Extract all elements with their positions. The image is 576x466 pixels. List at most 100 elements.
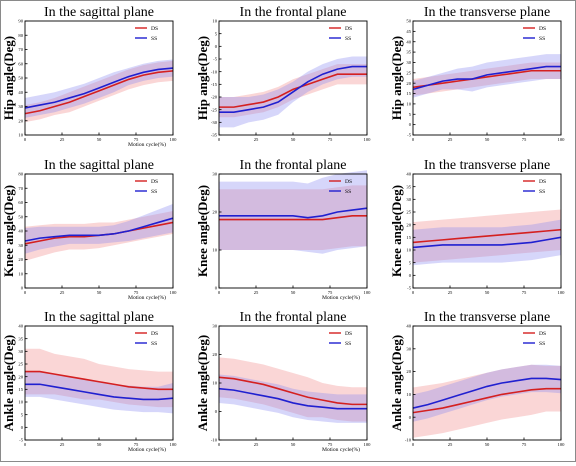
y-tick-label: 50	[18, 76, 23, 81]
x-tick-label: 0	[412, 290, 415, 295]
y-tick-label: 60	[18, 200, 23, 205]
y-tick-label: 50	[18, 214, 23, 219]
y-tick-label: 60	[18, 61, 23, 66]
series-line-ss	[412, 65, 561, 91]
series-line-ss	[218, 387, 367, 410]
y-tick-label: -20	[211, 95, 218, 100]
y-axis-label: Knee angle(Deg)	[1, 185, 16, 277]
x-axis-label: Motion cycle(%)	[128, 294, 166, 301]
x-tick-label: 75	[134, 290, 139, 295]
sd-band-ss	[413, 54, 561, 98]
y-tick-label: 30	[406, 197, 411, 202]
y-axis-label: Hip angle(Deg)	[1, 36, 16, 120]
y-tick-label: 0	[409, 273, 412, 278]
y-tick-label: 20	[406, 222, 411, 227]
series-line-ss	[412, 236, 562, 249]
y-tick-label: 40	[18, 90, 23, 95]
x-tick-label: 50	[291, 290, 296, 295]
y-tick-label: 25	[406, 70, 411, 75]
series-line-ds	[219, 215, 367, 221]
x-tick-label: 75	[522, 442, 527, 447]
y-tick-label: 10	[212, 248, 217, 253]
y-tick-label: 0	[21, 286, 24, 291]
y-tick-label: 45	[406, 29, 411, 34]
x-tick-label: 50	[485, 290, 490, 295]
x-tick-label: 75	[522, 290, 527, 295]
x-tick-label: 50	[291, 137, 296, 142]
y-tick-label: 15	[406, 91, 411, 96]
chart-title: In the sagittal plane	[44, 5, 154, 20]
x-tick-label: 100	[558, 290, 566, 295]
y-tick-label: 0	[409, 415, 412, 420]
chart-panel-2: In the frontal plane Hip angle(Deg) -35 -30…	[195, 5, 371, 142]
y-tick-label: -5	[19, 438, 24, 443]
y-tick-label: 40	[406, 172, 411, 177]
sd-band-ss	[219, 374, 367, 423]
chart-panel-9: In the transverse plane Ankle angle(Deg) -…	[389, 310, 565, 447]
y-tick-label: -35	[211, 133, 218, 138]
x-tick-label: 100	[558, 137, 566, 142]
x-tick-label: 75	[522, 137, 527, 142]
x-tick-label: 0	[412, 442, 415, 447]
y-tick-label: 5	[215, 31, 218, 36]
y-tick-label: 40	[406, 324, 411, 329]
y-tick-label: 10	[18, 271, 23, 276]
y-tick-label: 30	[18, 104, 23, 109]
y-tick-label: 0	[215, 44, 218, 49]
y-tick-label: 25	[406, 210, 411, 215]
legend-label-ss: SS	[345, 341, 351, 347]
legend-label-ds: DS	[539, 26, 546, 32]
y-tick-label: 90	[18, 19, 23, 24]
y-tick-label: 15	[406, 235, 411, 240]
sd-band-ss	[25, 371, 173, 414]
legend-label-ss: SS	[539, 341, 545, 347]
x-axis-label: Motion cycle(%)	[322, 294, 360, 301]
y-tick-label: 5	[409, 112, 412, 117]
y-tick-label: 30	[18, 243, 23, 248]
x-axis-label: Motion cycle(%)	[322, 446, 360, 453]
legend-label-ss: SS	[345, 189, 351, 195]
y-tick-label: 70	[18, 47, 23, 52]
y-tick-label: 10	[18, 400, 23, 405]
y-tick-label: -5	[407, 133, 412, 138]
legend-label-ss: SS	[151, 36, 157, 42]
y-tick-label: 10	[406, 248, 411, 253]
x-tick-label: 75	[134, 442, 139, 447]
chart-title: In the transverse plane	[424, 310, 550, 325]
y-tick-label: 20	[212, 352, 217, 357]
x-tick-label: 100	[170, 137, 178, 142]
legend-label-ds: DS	[345, 179, 352, 185]
series-line-ds	[219, 73, 367, 108]
y-axis-label: Ankle angle(Deg)	[389, 335, 404, 431]
y-tick-label: 40	[18, 229, 23, 234]
sd-band-ds	[25, 348, 173, 408]
series-line-ds	[412, 69, 561, 89]
y-tick-label: -30	[211, 120, 218, 125]
y-tick-label: 35	[406, 50, 411, 55]
y-tick-label: 35	[406, 184, 411, 189]
legend-label-ss: SS	[539, 189, 545, 195]
y-tick-label: 25	[18, 362, 23, 367]
x-tick-label: 25	[448, 137, 453, 142]
x-tick-label: 0	[218, 137, 221, 142]
x-tick-label: 0	[24, 442, 27, 447]
sd-band-ds	[413, 62, 561, 96]
y-tick-label: -10	[211, 438, 218, 443]
legend-label-ss: SS	[345, 36, 351, 42]
series-line-ss	[24, 217, 174, 242]
x-tick-label: 25	[60, 137, 65, 142]
x-tick-label: 0	[218, 442, 221, 447]
x-tick-label: 0	[412, 137, 415, 142]
x-axis-label: Motion cycle(%)	[128, 446, 166, 453]
x-tick-label: 100	[170, 442, 178, 447]
legend-label-ss: SS	[151, 189, 157, 195]
y-tick-label: 40	[406, 39, 411, 44]
y-tick-label: -5	[407, 286, 412, 291]
sd-band-ds	[413, 364, 561, 438]
x-tick-label: 100	[558, 442, 566, 447]
y-tick-label: 0	[21, 425, 24, 430]
chart-title: In the frontal plane	[240, 310, 347, 325]
